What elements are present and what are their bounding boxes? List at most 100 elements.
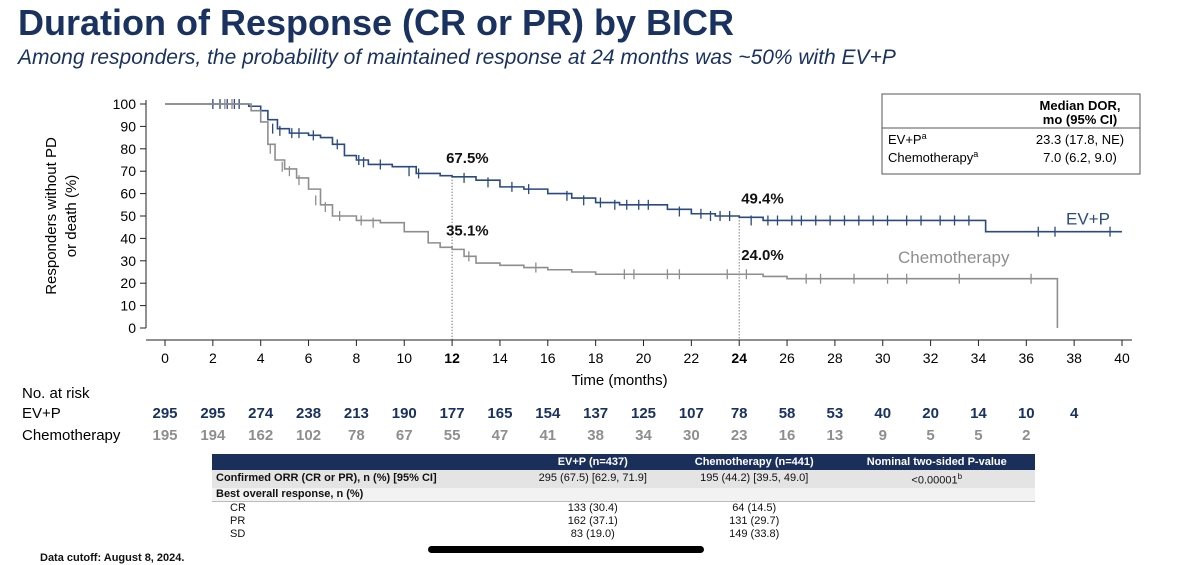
- table-row: CR 133 (30.4) 64 (14.5): [212, 501, 1035, 515]
- at-risk-count: 30: [683, 427, 700, 444]
- bor-label-cr: CR: [230, 501, 246, 514]
- at-risk-count: 53: [827, 405, 844, 422]
- data-cutoff-note: Data cutoff: August 8, 2024.: [40, 552, 185, 564]
- y-tick-label: 70: [120, 163, 136, 179]
- x-tick-label: 38: [1066, 350, 1082, 366]
- x-axis-label: Time (months): [571, 372, 667, 389]
- at-risk-count: 9: [879, 427, 887, 444]
- at-risk-count: 154: [535, 405, 561, 422]
- table-header-chemo: Chemotherapy (n=441): [669, 454, 839, 470]
- bor-evp-cr: 133 (30.4): [567, 501, 618, 514]
- legend-arm-name: EV+P: [888, 132, 922, 147]
- at-risk-arm-label: Chemotherapy: [22, 427, 121, 444]
- at-risk-count: 295: [200, 405, 225, 422]
- x-tick-label: 4: [257, 350, 265, 366]
- at-risk-count: 10: [1018, 405, 1035, 422]
- y-tick-label: 20: [120, 275, 136, 291]
- at-risk-count: 274: [248, 405, 274, 422]
- legend-header-line2: mo (95% CI): [1043, 112, 1117, 127]
- x-tick-label: 34: [971, 350, 987, 366]
- at-risk-count: 165: [487, 405, 512, 422]
- bor-label-pr: PR: [230, 514, 246, 527]
- table-header-blank: [212, 454, 516, 470]
- y-tick-label: 100: [113, 96, 137, 112]
- legend-value: 7.0 (6.2, 9.0): [1043, 150, 1117, 165]
- x-tick-label: 22: [684, 350, 700, 366]
- at-risk-count: 47: [492, 427, 509, 444]
- x-tick-label: 8: [353, 350, 361, 366]
- x-tick-label: 20: [636, 350, 652, 366]
- x-tick-label: 32: [923, 350, 939, 366]
- at-risk-count: 55: [444, 427, 461, 444]
- y-tick-label: 10: [120, 298, 136, 314]
- table-header-pvalue: Nominal two-sided P-value: [838, 454, 1035, 470]
- at-risk-title: No. at risk: [22, 385, 90, 402]
- x-tick-label: 10: [396, 350, 412, 366]
- x-tick-label: 12: [444, 350, 460, 366]
- at-risk-count: 41: [539, 427, 556, 444]
- x-tick-label: 16: [540, 350, 556, 366]
- at-risk-count: 40: [874, 405, 891, 422]
- at-risk-count: 14: [970, 405, 987, 422]
- response-table: EV+P (n=437) Chemotherapy (n=441) Nomina…: [212, 454, 1035, 541]
- at-risk-count: 177: [440, 405, 465, 422]
- orr-pvalue: <0.00001b: [838, 470, 1035, 488]
- annotation-label: 35.1%: [446, 222, 489, 239]
- at-risk-count: 5: [974, 427, 982, 444]
- series-label-chemo: Chemotherapy: [898, 248, 1010, 267]
- annotation-label: 24.0%: [741, 247, 784, 264]
- bor-label-sd: SD: [230, 527, 246, 540]
- bor-evp-pr: 162 (37.1): [567, 514, 618, 527]
- at-risk-count: 213: [344, 405, 369, 422]
- at-risk-count: 125: [631, 405, 656, 422]
- table-row: PR 162 (37.1) 131 (29.7): [212, 515, 1035, 528]
- legend-arm-label: Chemotherapya: [888, 149, 978, 165]
- orr-label: Confirmed ORR (CR or PR), n (%) [95% CI]: [212, 470, 516, 488]
- annotation-label: 67.5%: [446, 150, 489, 167]
- orr-chemo: 195 (44.2) [39.5, 49.0]: [669, 470, 839, 488]
- orr-evp: 295 (67.5) [62.9, 71.9]: [515, 470, 670, 488]
- legend-box: [881, 93, 1141, 175]
- x-tick-label: 40: [1114, 350, 1130, 366]
- at-risk-count: 102: [296, 427, 321, 444]
- table-row-orr: Confirmed ORR (CR or PR), n (%) [95% CI]…: [212, 470, 1035, 488]
- x-tick-label: 28: [827, 350, 843, 366]
- bor-evp-sd: 83 (19.0): [570, 527, 615, 540]
- at-risk-count: 16: [779, 427, 796, 444]
- bor-chemo-sd: 149 (33.8): [729, 527, 780, 540]
- x-tick-label: 18: [588, 350, 604, 366]
- bor-chemo-pr: 131 (29.7): [729, 514, 780, 527]
- y-tick-label: 60: [120, 186, 136, 202]
- orr-pvalue-sup: b: [957, 472, 963, 481]
- x-tick-label: 36: [1019, 350, 1035, 366]
- scrollbar[interactable]: [428, 546, 704, 553]
- y-tick-label: 50: [120, 208, 136, 224]
- legend-arm-name: Chemotherapy: [888, 150, 974, 165]
- legend-arm-sup: a: [973, 149, 978, 159]
- y-tick-label: 30: [120, 253, 136, 269]
- legend-header-line1: Median DOR,: [1040, 98, 1121, 113]
- legend-arm-label: EV+Pa: [888, 131, 927, 147]
- x-tick-label: 26: [779, 350, 795, 366]
- at-risk-count: 4: [1070, 405, 1079, 422]
- at-risk-count: 34: [635, 427, 652, 444]
- at-risk-count: 58: [779, 405, 796, 422]
- at-risk-count: 5: [926, 427, 934, 444]
- slide-subtitle: Among responders, the probability of mai…: [18, 46, 896, 69]
- at-risk-count: 78: [348, 427, 365, 444]
- bor-chemo-cr: 64 (14.5): [732, 501, 777, 514]
- y-tick-label: 40: [120, 230, 136, 246]
- at-risk-count: 195: [152, 427, 177, 444]
- legend-value: 23.3 (17.8, NE): [1036, 132, 1124, 147]
- annotation-label: 49.4%: [741, 190, 784, 207]
- series-line-chemo: [165, 103, 1059, 328]
- series-line-evp: [165, 103, 1122, 233]
- at-risk-count: 23: [731, 427, 748, 444]
- y-tick-label: 90: [120, 118, 136, 134]
- y-axis-label-line2: or death (%): [63, 175, 80, 258]
- series-label-evp: EV+P: [1066, 210, 1110, 229]
- at-risk-count: 162: [248, 427, 273, 444]
- x-tick-label: 2: [209, 350, 217, 366]
- table-row-bor-header: Best overall response, n (%): [212, 487, 1035, 502]
